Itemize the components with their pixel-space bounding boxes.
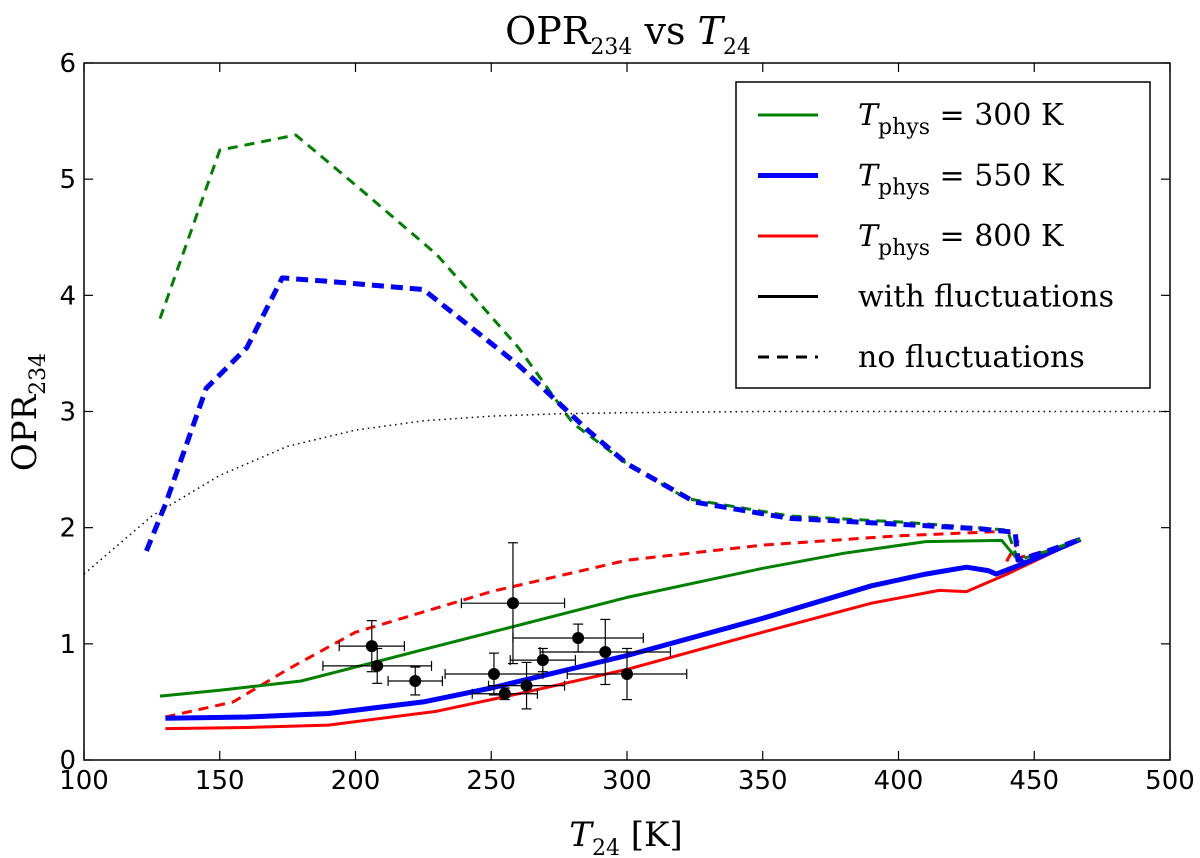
legend-text: = 300 K (930, 98, 1064, 133)
x-tick-label: 450 (1009, 766, 1059, 796)
x-tick-label: 350 (738, 766, 788, 796)
x-tick-label: 500 (1145, 766, 1195, 796)
observation-marker (599, 646, 611, 658)
legend-text: = 550 K (930, 159, 1064, 194)
legend-sub: phys (878, 176, 930, 201)
y-tick-label: 5 (59, 165, 76, 195)
legend-text: no fluctuations (858, 340, 1085, 375)
x-tick-label: 200 (331, 766, 381, 796)
legend-var: T (858, 98, 880, 133)
observation-marker (499, 688, 511, 700)
observation-marker (521, 680, 533, 692)
legend-var: T (858, 219, 880, 254)
legend: Tphys = 300 K Tphys = 550 K Tphys = 800 K w… (736, 82, 1150, 388)
observation-marker (621, 668, 633, 680)
observation-marker (366, 640, 378, 652)
observation-marker (488, 668, 500, 680)
legend-sub: phys (878, 236, 930, 261)
legend-sub: phys (878, 115, 930, 140)
observation-marker (409, 675, 421, 687)
legend-text: = 800 K (930, 219, 1064, 254)
opr-chart: OPR234 vs T24 T24 [K] OPR234 100 150 200 25… (0, 0, 1200, 858)
observation-marker (537, 654, 549, 666)
y-tick-label: 6 (59, 49, 76, 79)
observation-marker (572, 632, 584, 644)
x-tick-label: 250 (466, 766, 516, 796)
y-tick-label: 2 (59, 514, 76, 544)
x-tick-label: 400 (874, 766, 924, 796)
x-tick-label: 300 (602, 766, 652, 796)
y-tick-label: 3 (59, 398, 76, 428)
x-axis-title: T24 [K] (569, 815, 682, 858)
y-tick-label: 4 (59, 281, 76, 311)
legend-label: no fluctuations (858, 340, 1085, 375)
observation-marker (371, 660, 383, 672)
y-tick-label: 0 (59, 746, 76, 776)
x-tick-label: 150 (195, 766, 245, 796)
legend-label: with fluctuations (858, 280, 1114, 315)
y-tick-label: 1 (59, 630, 76, 660)
legend-text: with fluctuations (858, 280, 1114, 315)
legend-var: T (858, 159, 880, 194)
observation-marker (507, 597, 519, 609)
